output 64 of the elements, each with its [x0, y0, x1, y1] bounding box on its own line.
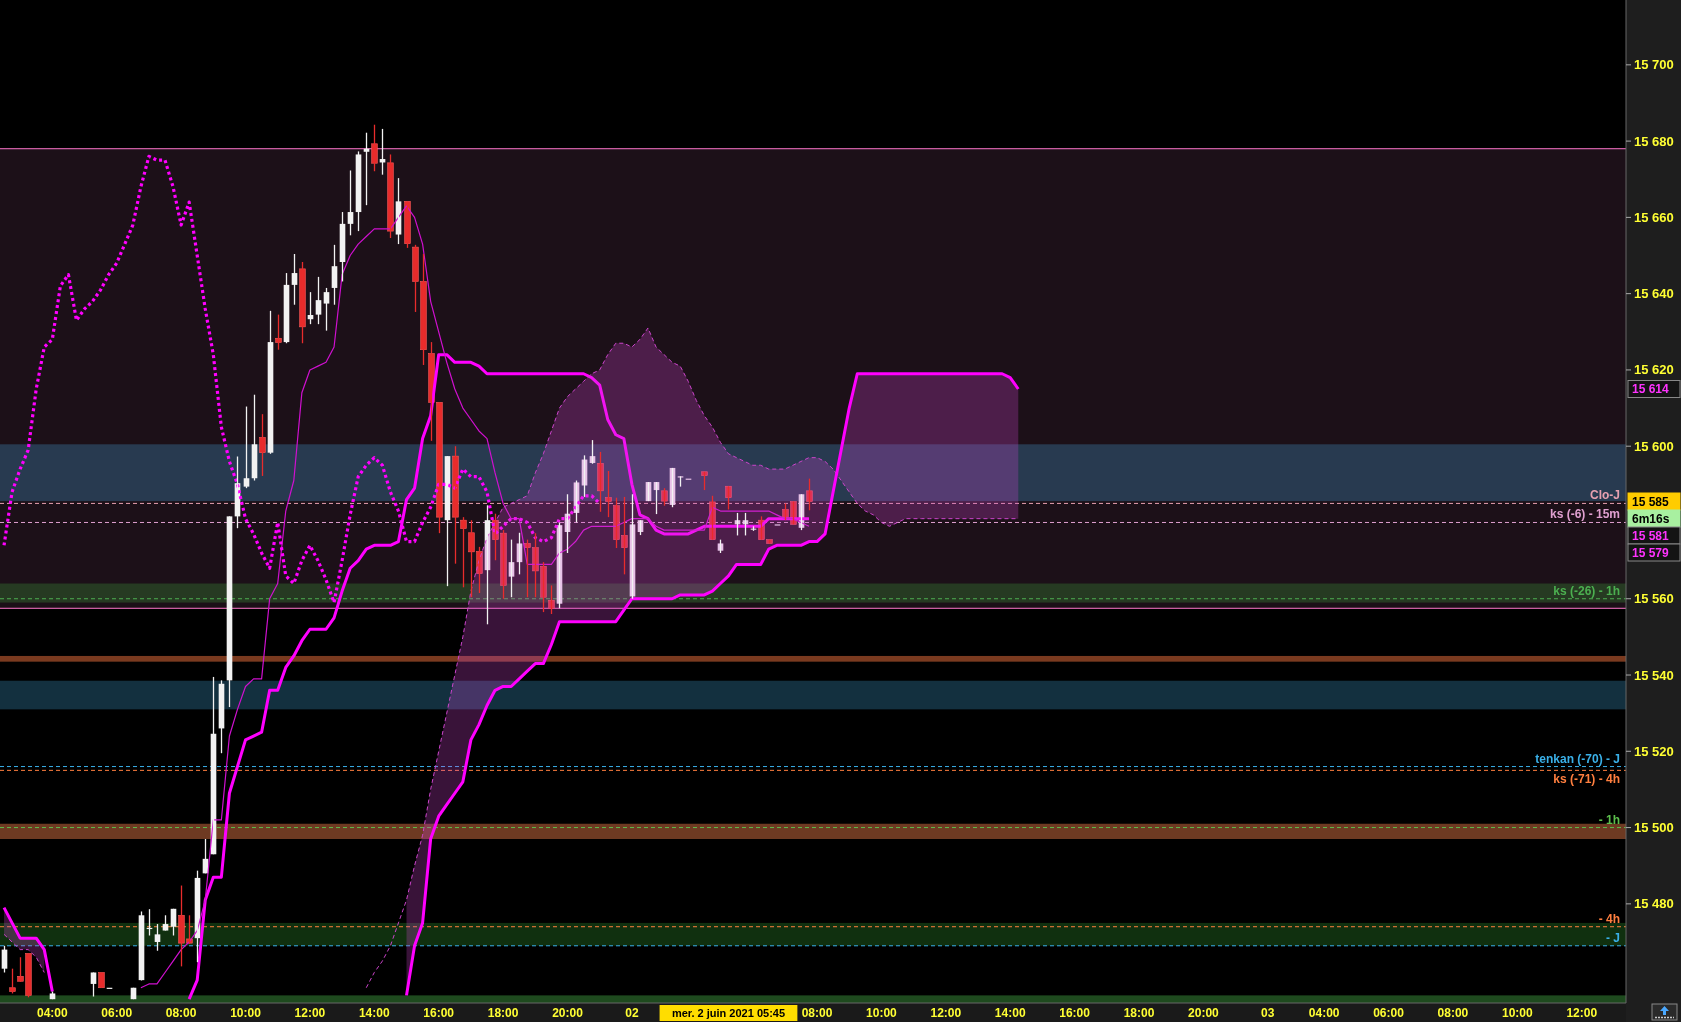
- candlestick: [404, 200, 411, 249]
- y-tick-label: 15 540: [1634, 667, 1674, 683]
- text: 15 614: [1632, 382, 1670, 397]
- candlestick: [371, 124, 378, 172]
- candlestick: [275, 313, 282, 351]
- x-tick-label: 20:00: [1188, 1006, 1220, 1020]
- x-tick-label: 03: [1261, 1006, 1275, 1020]
- x-tick-label: 18:00: [1123, 1006, 1155, 1020]
- text: 15 581: [1632, 529, 1670, 543]
- x-tick-label: 16:00: [423, 1006, 455, 1020]
- x-tick-label: 08:00: [165, 1006, 197, 1020]
- candlestick: [452, 445, 459, 565]
- ref-line-label: Clo-J: [1590, 488, 1620, 503]
- x-tick-label: 12:00: [1566, 1006, 1598, 1020]
- x-tick-label: 18:00: [487, 1006, 519, 1020]
- candlestick: [9, 968, 16, 995]
- ref-line-label: tenkan (-70) - J: [1535, 751, 1620, 766]
- ref-line-label: ks (-26) - 1h: [1553, 583, 1620, 598]
- candlestick: [725, 485, 732, 511]
- x-tick-label: 10:00: [1501, 1006, 1533, 1020]
- x-tick-label: 10:00: [230, 1006, 262, 1020]
- x-tick-label: 08:00: [1437, 1006, 1469, 1020]
- y-tick-label: 15 520: [1634, 743, 1674, 759]
- text: 15 579: [1632, 546, 1670, 560]
- x-tick-label: 02: [625, 1006, 639, 1020]
- line-series: [140, 205, 810, 989]
- candlestick: [299, 261, 306, 344]
- x-tick-label: 06:00: [1373, 1006, 1405, 1020]
- y-tick-label: 15 500: [1634, 820, 1674, 836]
- candlestick: [387, 153, 394, 239]
- x-tick-label: 20:00: [552, 1006, 584, 1020]
- ref-line-label: - 1h: [1598, 812, 1620, 827]
- candlestick: [259, 413, 266, 477]
- text: 6m16s: [1632, 512, 1670, 526]
- x-tick-label: 12:00: [294, 1006, 326, 1020]
- y-tick-label: 15 600: [1634, 438, 1674, 454]
- candlestick: [548, 584, 555, 615]
- ref-line-label: ks (-71) - 4h: [1553, 772, 1620, 787]
- x-tick-label: 08:00: [801, 1006, 833, 1020]
- y-tick-label: 15 660: [1634, 209, 1674, 225]
- y-tick-label: 15 640: [1634, 286, 1674, 302]
- x-tick-label: 14:00: [358, 1006, 390, 1020]
- x-tick-label: 04:00: [36, 1006, 68, 1020]
- y-tick-label: 15 620: [1634, 362, 1674, 378]
- x-tick-label: 06:00: [101, 1006, 133, 1020]
- candlestick: [460, 516, 467, 588]
- text: mer. 2 juin 2021 05:45: [671, 1007, 786, 1019]
- text: 15 585: [1632, 495, 1670, 509]
- candlestick: [597, 451, 604, 513]
- x-tick-label: 10:00: [866, 1006, 898, 1020]
- x-tick-label: 12:00: [930, 1006, 962, 1020]
- y-tick-label: 15 560: [1634, 591, 1674, 607]
- x-tick-label: 14:00: [994, 1006, 1026, 1020]
- candlestick: [701, 471, 708, 491]
- y-tick-label: 15 680: [1634, 133, 1674, 149]
- y-tick-label: 15 480: [1634, 896, 1674, 912]
- ref-line-label: - J: [1605, 930, 1620, 945]
- candlestick: [605, 470, 612, 518]
- ref-line-label: - 4h: [1598, 911, 1620, 926]
- y-tick-label: 15 700: [1634, 57, 1674, 73]
- x-tick-label: 16:00: [1059, 1006, 1091, 1020]
- ref-line-label: ks (-6) - 15m: [1549, 507, 1620, 522]
- candlestick: [806, 477, 813, 511]
- x-tick-label: 04:00: [1308, 1006, 1340, 1020]
